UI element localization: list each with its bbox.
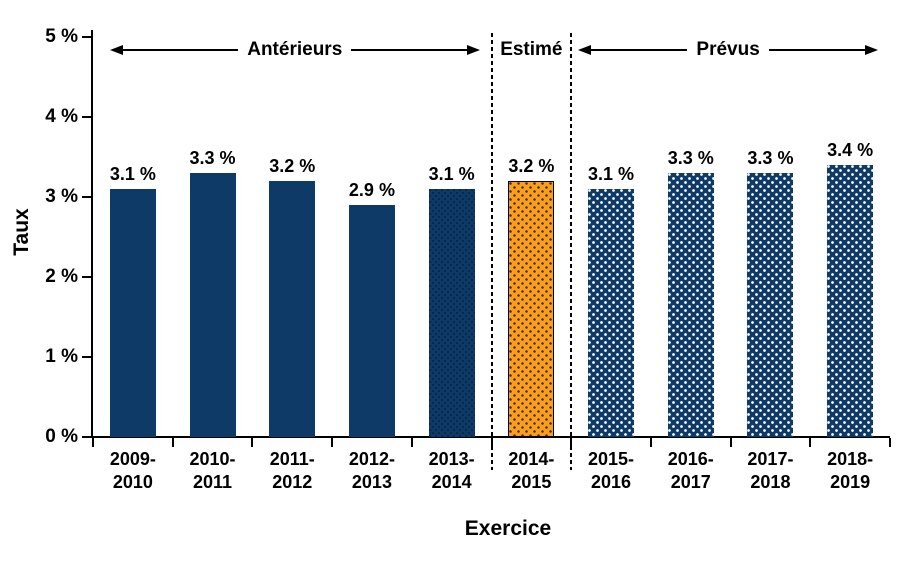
section-arrow: Antérieurs bbox=[110, 40, 480, 60]
x-tick-label: 2013- 2014 bbox=[428, 449, 475, 492]
x-tick-label: 2018- 2019 bbox=[827, 449, 874, 492]
bar-value-label: 3.2 % bbox=[269, 156, 316, 176]
bar bbox=[189, 173, 236, 437]
dashed-separator bbox=[570, 33, 573, 470]
bar bbox=[269, 181, 316, 437]
arrow-left-icon bbox=[578, 45, 592, 55]
bar-value-label: 2.9 % bbox=[348, 180, 395, 200]
y-tick-label: 0 % bbox=[45, 426, 78, 447]
bar bbox=[588, 189, 635, 437]
x-axis-tick bbox=[889, 438, 891, 447]
x-axis-tick bbox=[809, 438, 812, 447]
arrow-right-icon bbox=[466, 45, 480, 55]
bar bbox=[508, 181, 555, 437]
arrow-left-icon bbox=[110, 45, 123, 55]
bar-value-label: 3.1 % bbox=[109, 164, 156, 184]
y-axis-line bbox=[91, 30, 93, 438]
x-tick-label: 2010- 2011 bbox=[189, 449, 236, 492]
x-tick-label: 2014- 2015 bbox=[508, 449, 555, 492]
bar bbox=[428, 189, 475, 437]
x-tick-label: 2015- 2016 bbox=[588, 449, 635, 492]
x-tick-label: 2011- 2012 bbox=[269, 449, 315, 492]
arrow-line bbox=[351, 49, 467, 51]
x-axis-tick bbox=[331, 438, 334, 447]
x-tick-label: 2017- 2018 bbox=[747, 449, 794, 492]
y-axis-tick bbox=[82, 36, 91, 38]
y-axis-tick bbox=[82, 436, 91, 438]
x-axis-tick bbox=[729, 438, 732, 447]
y-axis-tick bbox=[82, 276, 91, 278]
x-axis-tick bbox=[251, 438, 254, 447]
bar bbox=[348, 205, 395, 437]
bar-value-label: 3.3 % bbox=[189, 148, 236, 168]
arrow-line bbox=[768, 49, 865, 51]
section-arrow: Prévus bbox=[578, 40, 878, 60]
section-label: Antérieurs bbox=[247, 39, 343, 60]
bar-value-label: 3.3 % bbox=[747, 148, 794, 168]
bar-value-label: 3.1 % bbox=[428, 164, 475, 184]
bar-value-label: 3.1 % bbox=[588, 164, 635, 184]
arrow-line bbox=[123, 49, 239, 51]
x-axis-tick bbox=[92, 438, 94, 447]
dashed-separator bbox=[490, 33, 493, 470]
y-tick-label: 5 % bbox=[45, 26, 78, 47]
bar bbox=[667, 173, 714, 437]
x-axis-tick bbox=[649, 438, 652, 447]
y-tick-label: 3 % bbox=[45, 186, 78, 207]
section-label: Estimé bbox=[500, 39, 563, 60]
y-tick-label: 2 % bbox=[45, 266, 78, 287]
y-tick-label: 4 % bbox=[45, 106, 78, 127]
x-tick-label: 2016- 2017 bbox=[667, 449, 714, 492]
x-tick-label: 2012- 2013 bbox=[348, 449, 395, 492]
arrow-line bbox=[591, 49, 688, 51]
y-axis-tick bbox=[82, 356, 91, 358]
y-axis-tick bbox=[82, 116, 91, 118]
x-axis-tick bbox=[410, 438, 413, 447]
bar bbox=[747, 173, 794, 437]
bar bbox=[109, 189, 156, 437]
bar-value-label: 3.4 % bbox=[827, 140, 874, 160]
x-axis-title: Exercice bbox=[464, 517, 552, 540]
bar-value-label: 3.2 % bbox=[508, 156, 555, 176]
x-axis-tick bbox=[171, 438, 174, 447]
bar bbox=[827, 165, 874, 437]
y-axis-tick bbox=[82, 196, 91, 198]
bar-value-label: 3.3 % bbox=[667, 148, 714, 168]
x-tick-label: 2009- 2010 bbox=[109, 449, 156, 492]
section-label: Prévus bbox=[696, 39, 760, 60]
y-tick-label: 1 % bbox=[45, 346, 78, 367]
arrow-right-icon bbox=[865, 45, 878, 55]
